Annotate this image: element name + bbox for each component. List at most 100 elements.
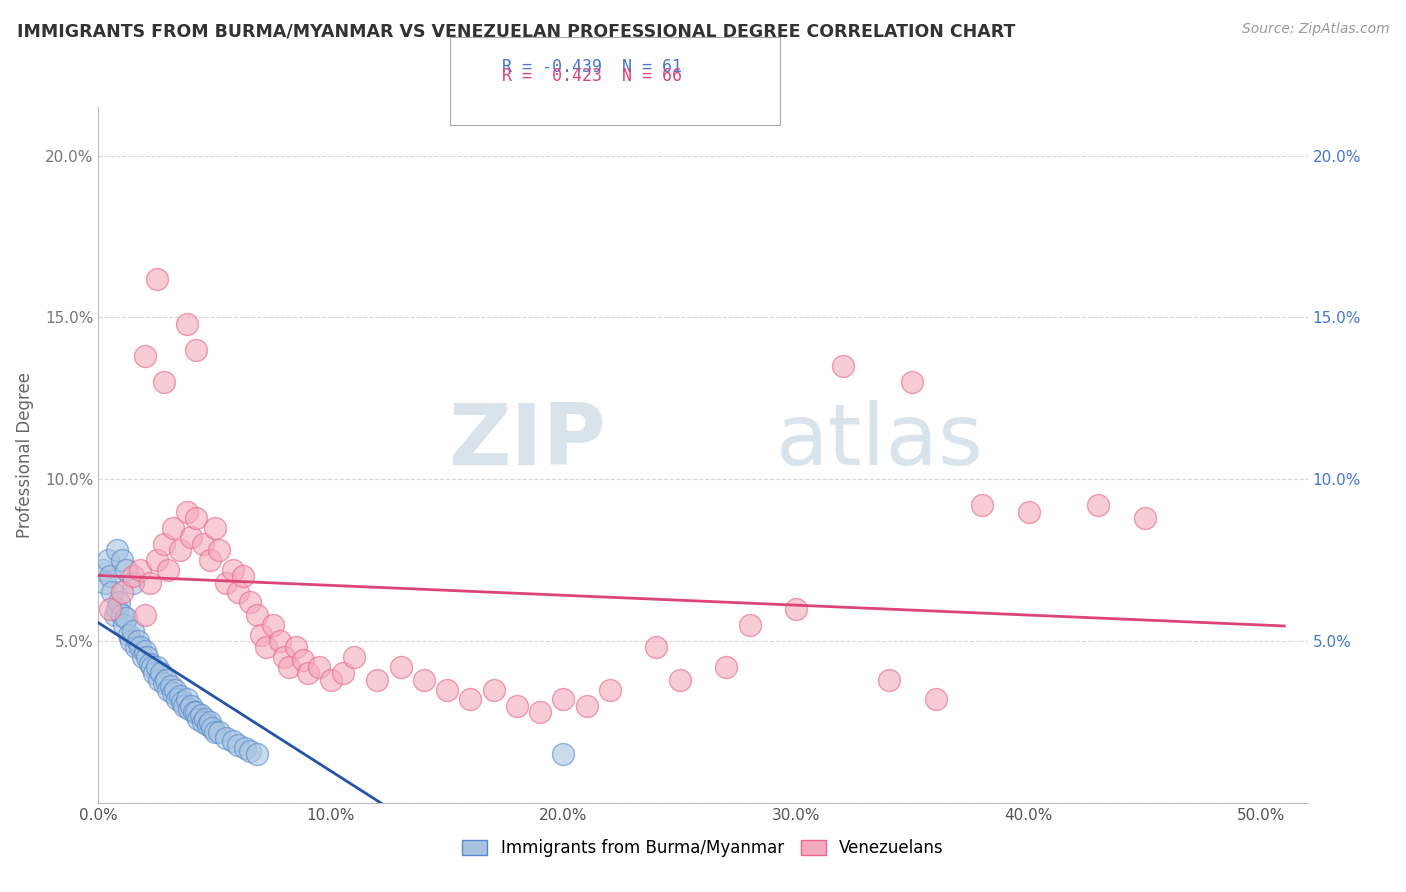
Point (254, 640, 277, 655)
Point (115, 563, 138, 577)
Point (232, 569, 254, 583)
Point (145, 660, 167, 674)
Point (91, 563, 114, 577)
Point (278, 660, 301, 674)
Point (273, 650, 295, 665)
Point (150, 666, 173, 681)
Point (134, 643, 156, 657)
Point (250, 627, 273, 641)
Text: atlas: atlas (776, 400, 984, 483)
Point (98, 601, 121, 615)
Point (122, 575, 145, 590)
Point (131, 650, 153, 665)
Point (98, 569, 121, 583)
Point (152, 375, 174, 389)
Point (413, 673, 436, 687)
Text: ZIP: ZIP (449, 400, 606, 483)
Point (204, 724, 226, 739)
Text: IMMIGRANTS FROM BURMA/MYANMAR VS VENEZUELAN PROFESSIONAL DEGREE CORRELATION CHAR: IMMIGRANTS FROM BURMA/MYANMAR VS VENEZUE… (17, 22, 1015, 40)
Point (343, 650, 366, 665)
Point (120, 634, 142, 648)
Point (245, 747, 267, 762)
Point (184, 511, 207, 525)
Point (233, 740, 256, 755)
Point (187, 712, 209, 726)
Point (176, 317, 198, 331)
Point (208, 724, 231, 739)
Legend: Immigrants from Burma/Myanmar, Venezuelans: Immigrants from Burma/Myanmar, Venezuela… (456, 833, 950, 864)
Point (239, 595, 262, 609)
Point (105, 543, 128, 558)
Point (1133, 511, 1156, 525)
Point (319, 673, 342, 687)
Point (553, 692, 575, 706)
Point (157, 563, 180, 577)
Point (785, 601, 807, 615)
Point (738, 617, 761, 632)
Point (191, 714, 214, 729)
Point (115, 611, 138, 625)
Point (436, 682, 458, 697)
Point (332, 666, 354, 681)
Point (180, 531, 202, 545)
Point (159, 679, 181, 693)
Point (173, 698, 195, 713)
Point (101, 585, 124, 599)
Point (141, 660, 163, 674)
Point (262, 617, 284, 632)
Point (529, 705, 551, 719)
Point (148, 673, 170, 687)
Point (94, 575, 117, 590)
Point (716, 660, 738, 674)
Point (190, 708, 212, 723)
Point (162, 521, 184, 535)
Point (460, 692, 482, 706)
Point (575, 698, 598, 713)
Point (166, 692, 188, 706)
Point (97, 553, 120, 567)
Point (172, 696, 194, 710)
Point (308, 660, 330, 674)
Point (138, 657, 160, 671)
Point (215, 731, 238, 745)
Point (297, 666, 319, 681)
Point (245, 608, 267, 623)
Point (127, 634, 149, 648)
Point (176, 692, 198, 706)
Point (269, 634, 291, 648)
Text: Source: ZipAtlas.com: Source: ZipAtlas.com (1241, 22, 1389, 37)
Point (901, 375, 924, 389)
Point (292, 653, 315, 667)
Point (155, 673, 177, 687)
Point (1087, 498, 1109, 512)
Point (111, 608, 134, 623)
Point (122, 624, 145, 639)
Point (112, 617, 135, 632)
Point (208, 543, 231, 558)
Point (877, 673, 900, 687)
Point (204, 521, 226, 535)
Point (176, 504, 198, 518)
Point (145, 553, 167, 567)
Point (184, 343, 207, 357)
Point (389, 660, 412, 674)
Point (134, 608, 156, 623)
Point (285, 640, 308, 655)
Point (970, 498, 993, 512)
Point (145, 271, 167, 285)
Point (104, 608, 127, 623)
Point (197, 718, 219, 732)
Point (831, 359, 853, 373)
Point (169, 689, 191, 703)
Point (124, 640, 146, 655)
Point (129, 640, 152, 655)
Point (162, 686, 184, 700)
Point (198, 553, 221, 567)
Point (924, 692, 946, 706)
Point (152, 537, 174, 551)
Point (194, 712, 217, 726)
Point (553, 747, 575, 762)
Point (157, 682, 180, 697)
Point (226, 585, 249, 599)
Point (105, 601, 128, 615)
